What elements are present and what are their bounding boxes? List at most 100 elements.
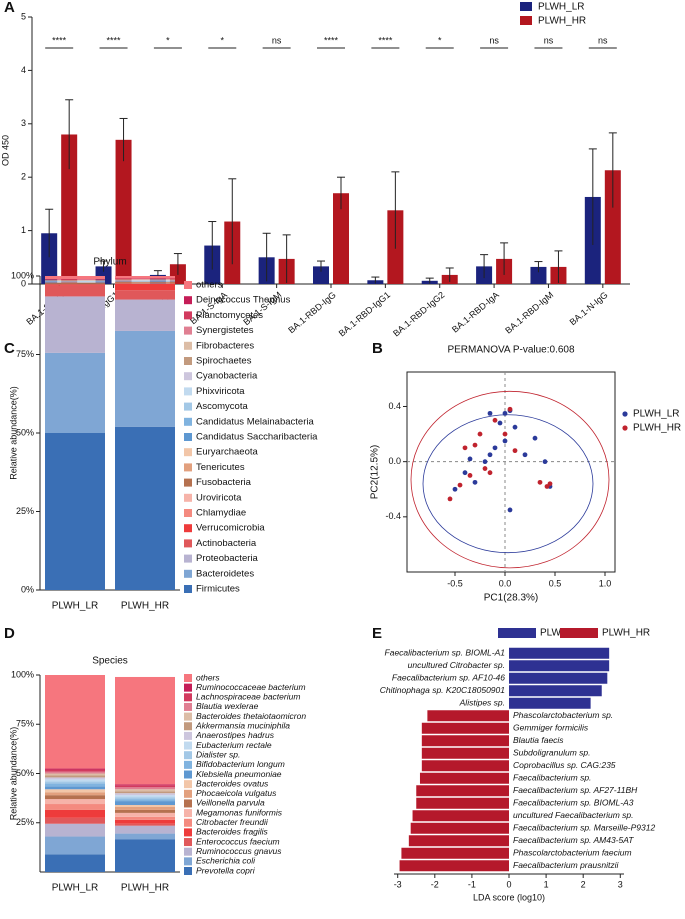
bar-segment (115, 784, 175, 786)
bar-segment (45, 296, 105, 353)
significance-label: ns (598, 35, 608, 45)
legend-label: Escherichia coli (196, 856, 256, 866)
legend-label: Chlamydiae (196, 508, 246, 519)
significance-label: ns (544, 35, 554, 45)
category-label: Gemmiger formicilis (513, 723, 589, 733)
bar (416, 797, 509, 809)
y-tick-label: 0 (21, 278, 26, 288)
bar-segment (45, 775, 105, 778)
x-tick-label: 2 (581, 879, 586, 889)
legend-label: Enterococcus faecium (196, 836, 280, 846)
legend-label: Dialister sp. (196, 749, 240, 759)
legend-label: Ruminococcaceae bacterium (196, 682, 306, 692)
legend-swatch (520, 2, 532, 11)
point (547, 481, 553, 487)
bar (61, 134, 78, 284)
category-label: Coprobacillus sp. CAG:235 (513, 760, 616, 770)
legend-swatch (184, 569, 192, 578)
legend-label: Citrobacter freundii (196, 817, 269, 827)
point (492, 445, 498, 451)
y-tick-label: 4 (21, 65, 26, 75)
legend-label: Ruminococcus gnavus (196, 846, 282, 856)
legend-swatch (184, 281, 192, 289)
legend-swatch (184, 433, 192, 441)
legend-label: Proteobacteria (196, 553, 259, 564)
category-label: Faecalibacterium sp. BIOML-A3 (513, 798, 634, 808)
category-label: Phascolarctobacterium sp. (513, 710, 613, 720)
bar-segment (115, 282, 175, 284)
legend-label: Megamonas funiformis (196, 807, 283, 817)
legend-label: Prevotella copri (196, 865, 256, 875)
bar (410, 822, 509, 834)
x-tick-label: 0 (506, 879, 511, 889)
x-tick-label: 1 (544, 879, 549, 889)
legend-label: PLWH_HR (633, 423, 681, 434)
category-label: Faecalibacterium sp. (513, 773, 591, 783)
bar-segment (45, 781, 105, 784)
significance-label: ns (489, 35, 499, 45)
category-label: uncultured Faecalibacterium sp. (513, 810, 633, 820)
point (447, 496, 453, 502)
point (457, 482, 463, 488)
legend-label: PLWH_HR (538, 16, 586, 27)
panel-label: B (372, 340, 383, 357)
legend-swatch (498, 628, 536, 638)
bar-segment (115, 785, 175, 788)
bar-segment (45, 773, 105, 776)
legend-swatch (184, 341, 192, 350)
legend-swatch (184, 402, 192, 411)
category-label: Chitinophaga sp. K20C18050901 (380, 685, 506, 695)
legend-swatch (184, 683, 192, 692)
legend-swatch (184, 674, 192, 682)
bar-segment (45, 786, 105, 790)
legend-label: Blautia wexlerae (196, 701, 259, 711)
bar-segment (115, 801, 175, 806)
legend-swatch (184, 693, 192, 702)
point (512, 424, 518, 430)
point (507, 507, 513, 513)
x-tick-label: 3 (618, 879, 623, 889)
bar (419, 772, 509, 784)
point (497, 420, 503, 426)
bar-segment (45, 285, 105, 297)
point (512, 448, 518, 454)
significance-label: **** (107, 35, 122, 45)
legend-label: Bacteroidetes (196, 568, 254, 579)
x-tick-label: -1 (468, 879, 476, 889)
point (467, 473, 473, 478)
bar (421, 760, 509, 772)
legend-label: PLWH_LR (538, 2, 585, 13)
bar-segment (115, 816, 175, 820)
legend-swatch (184, 731, 192, 740)
category-label: Faecalibacterium sp. BIOML-A1 (385, 648, 506, 658)
point (542, 459, 548, 465)
y-tick-label: 50% (16, 427, 34, 437)
legend-marker (622, 411, 628, 417)
y-tick-label: 1 (21, 225, 26, 235)
legend-label: Phocaeicola vulgatus (196, 788, 277, 798)
legend-swatch (184, 478, 192, 487)
bar-segment (115, 833, 175, 840)
x-tick-label: BA.1-N-IgG (568, 290, 610, 328)
bar-segment (45, 792, 105, 796)
legend-label: Anaerostipes hadrus (195, 730, 275, 740)
bar (412, 810, 509, 822)
significance-label: **** (52, 35, 67, 45)
legend-swatch (184, 585, 192, 593)
legend-label: Ascomycota (196, 401, 248, 412)
category-label: Faecalibacterium sp. AF27-11BH (513, 785, 638, 795)
point (482, 466, 488, 471)
chart-title: PERMANOVA P-value:0.608 (447, 345, 575, 356)
bar-segment (115, 823, 175, 826)
legend-label: Verrucomicrobia (196, 523, 265, 534)
y-axis-label: OD 450 (0, 135, 10, 166)
legend-swatch (184, 799, 192, 808)
legend-label: Bacteroides fragilis (196, 827, 269, 837)
chart-title: Species (92, 656, 128, 667)
bar-segment (115, 839, 175, 872)
y-tick-label: 100% (11, 669, 34, 679)
legend-swatch (184, 493, 192, 502)
legend-swatch (184, 780, 192, 789)
legend-label: Planctomycetes (196, 310, 263, 321)
